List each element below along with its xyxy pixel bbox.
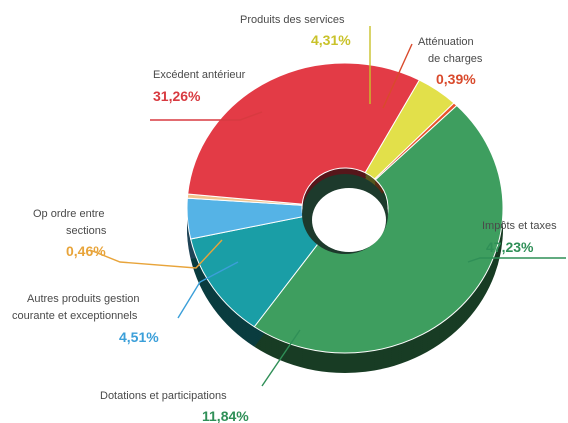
label-autres-produits-2: courante et exceptionnels: [12, 310, 138, 322]
leader-line-3: [89, 239, 223, 269]
label-op-ordre-2: sections: [66, 225, 107, 237]
label-excedent: Excédent antérieur: [153, 69, 246, 81]
value-impots: 47,23%: [486, 239, 534, 255]
value-produits-services: 4,31%: [311, 32, 351, 48]
label-dotations: Dotations et participations: [100, 390, 227, 402]
value-attenuation: 0,39%: [436, 71, 476, 87]
leader-line-2: [177, 261, 239, 319]
label-autres-produits-1: Autres produits gestion: [27, 293, 140, 305]
label-attenuation-1: Atténuation: [418, 36, 474, 48]
donut-slices: [186, 62, 504, 354]
slice-6: [373, 102, 458, 181]
label-op-ordre-1: Op ordre entre: [33, 208, 105, 220]
leader-line-1: [261, 329, 301, 387]
donut-hole: [312, 188, 386, 252]
value-excedent: 31,26%: [153, 88, 201, 104]
leader-line-0: [467, 257, 566, 263]
slice-labels: Impôts et taxes 47,23% Dotations et part…: [12, 14, 557, 423]
value-op-ordre: 0,46%: [66, 243, 106, 259]
leader-lines: [89, 26, 566, 387]
leader-line-6: [382, 43, 413, 109]
leader-line-4: [150, 111, 263, 121]
label-impots: Impôts et taxes: [482, 220, 557, 232]
value-dotations: 11,84%: [202, 408, 249, 423]
value-autres-produits: 4,51%: [119, 329, 159, 345]
label-produits-services: Produits des services: [240, 14, 345, 26]
label-attenuation-2: de charges: [428, 53, 483, 65]
